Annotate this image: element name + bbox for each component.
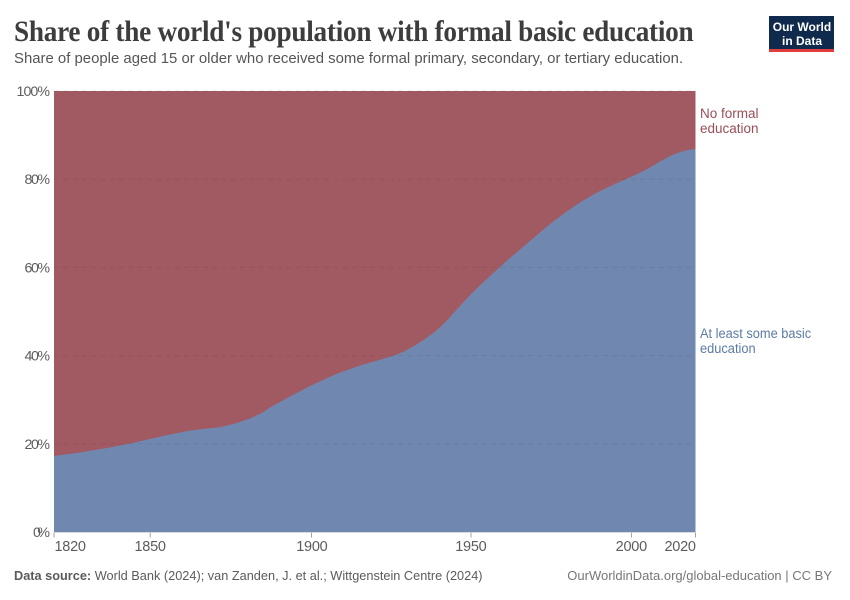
svg-text:1850: 1850 [134,539,166,555]
svg-text:100%: 100% [17,84,51,100]
svg-text:20%: 20% [25,437,51,453]
svg-text:1820: 1820 [55,539,87,555]
svg-text:1950: 1950 [455,539,487,555]
svg-text:60%: 60% [25,260,51,276]
svg-text:2020: 2020 [665,539,697,555]
svg-text:0%: 0% [33,525,50,541]
svg-text:1900: 1900 [296,539,328,555]
svg-text:2000: 2000 [616,539,648,555]
svg-text:80%: 80% [25,172,51,188]
svg-text:40%: 40% [25,349,51,365]
